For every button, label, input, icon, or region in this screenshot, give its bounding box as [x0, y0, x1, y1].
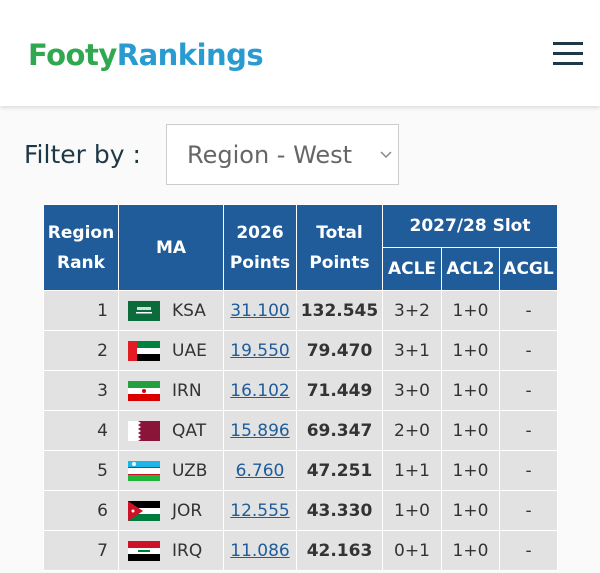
slot-cell: 1+0: [441, 530, 500, 571]
rank-cell: 7: [43, 530, 119, 571]
slot-cell: 1+0: [382, 490, 442, 531]
ma-name: IRN: [172, 380, 202, 401]
total-cell: 47.251: [296, 450, 383, 491]
column-subheader: ACGL: [498, 247, 559, 291]
column-subheader: ACLE: [382, 247, 442, 291]
region-select[interactable]: Region - West: [166, 124, 399, 185]
slot-cell: -: [498, 410, 559, 451]
points-link[interactable]: 15.896: [230, 420, 290, 441]
logo[interactable]: FootyRankings: [28, 38, 264, 72]
flag-icon: [128, 420, 160, 441]
points-link[interactable]: 11.086: [230, 540, 290, 561]
points-cell: 15.896: [223, 410, 297, 451]
table-row: 3 IRN 16.102 71.449 3+0 1+0-: [43, 370, 559, 411]
ma-name: QAT: [172, 420, 207, 441]
column-header: Total Points: [296, 204, 383, 291]
total-cell: 79.470: [296, 330, 383, 371]
points-cell: 11.086: [223, 530, 297, 571]
select-value: Region - West: [187, 141, 353, 169]
column-header: Region Rank: [43, 204, 119, 291]
table-row: 5 UZB 6.760 47.251 1+1 1+0-: [43, 450, 559, 491]
points-link[interactable]: 31.100: [230, 300, 290, 321]
ma-cell: KSA: [118, 290, 224, 331]
flag-icon: [128, 500, 160, 521]
logo-part: Footy: [28, 38, 117, 72]
slot-cell: 3+2: [382, 290, 442, 331]
points-cell: 12.555: [223, 490, 297, 531]
column-header: 2027/28 Slot: [381, 204, 559, 248]
ma-name: JOR: [172, 500, 203, 521]
points-cell: 6.760: [223, 450, 297, 491]
column-subheader: ACL2: [441, 247, 500, 291]
ma-name: IRQ: [172, 540, 203, 561]
slot-cell: 1+0: [441, 370, 500, 411]
ma-name: KSA: [172, 300, 206, 321]
slot-cell: 0+1: [382, 530, 442, 571]
ma-cell: IRN: [118, 370, 224, 411]
ma-name: UZB: [172, 460, 208, 481]
flag-icon: [128, 540, 160, 561]
slot-cell: 3+0: [382, 370, 442, 411]
points-link[interactable]: 12.555: [230, 500, 290, 521]
logo-part: Rankings: [116, 38, 264, 72]
points-link[interactable]: 16.102: [230, 380, 290, 401]
table-row: 1 KSA 31.100 132.545 3+2 1+0-: [43, 290, 559, 331]
ma-cell: QAT: [118, 410, 224, 451]
slot-cell: 2+0: [382, 410, 442, 451]
flag-icon: [128, 340, 160, 361]
slot-cell: 1+0: [441, 410, 500, 451]
column-header: MA: [118, 204, 224, 291]
slot-cell: -: [498, 530, 559, 571]
table-row: 7 IRQ 11.086 42.163 0+1 1+0-: [43, 530, 559, 571]
slot-cell: -: [498, 490, 559, 531]
slot-cell: -: [498, 330, 559, 371]
total-cell: 69.347: [296, 410, 383, 451]
points-cell: 31.100: [223, 290, 297, 331]
slot-cell: -: [498, 370, 559, 411]
rank-cell: 5: [43, 450, 119, 491]
points-link[interactable]: 19.550: [230, 340, 290, 361]
ma-cell: JOR: [118, 490, 224, 531]
rank-cell: 3: [43, 370, 119, 411]
slot-cell: 3+1: [382, 330, 442, 371]
rankings-table: Region Rank MA 2026 Points Total Points 2027…: [43, 204, 559, 571]
table-row: 4 QAT 15.896 69.347 2+0 1+0-: [43, 410, 559, 451]
slot-cell: 1+0: [441, 450, 500, 491]
filter-label: Filter by :: [24, 140, 141, 169]
flag-icon: [128, 380, 160, 401]
slot-cell: -: [498, 290, 559, 331]
menu-button[interactable]: [553, 42, 583, 66]
rank-cell: 1: [43, 290, 119, 331]
rank-cell: 6: [43, 490, 119, 531]
total-cell: 43.330: [296, 490, 383, 531]
total-cell: 71.449: [296, 370, 383, 411]
slot-cell: -: [498, 450, 559, 491]
ma-cell: UZB: [118, 450, 224, 491]
points-link[interactable]: 6.760: [235, 460, 285, 481]
ma-cell: IRQ: [118, 530, 224, 571]
flag-icon: [128, 460, 160, 481]
total-cell: 42.163: [296, 530, 383, 571]
rank-cell: 4: [43, 410, 119, 451]
slot-cell: 1+0: [441, 490, 500, 531]
slot-cell: 1+1: [382, 450, 442, 491]
slot-cell: 1+0: [441, 290, 500, 331]
table-row: 2 UAE 19.550 79.470 3+1 1+0-: [43, 330, 559, 371]
ma-cell: UAE: [118, 330, 224, 371]
total-cell: 132.545: [296, 290, 383, 331]
chevron: [380, 151, 392, 159]
table-row: 6 JOR 12.555 43.330 1+0 1+0-: [43, 490, 559, 531]
flag-icon: [128, 300, 160, 321]
slot-cell: 1+0: [441, 330, 500, 371]
column-header: 2026 Points: [223, 204, 297, 291]
points-cell: 16.102: [223, 370, 297, 411]
ma-name: UAE: [172, 340, 207, 361]
points-cell: 19.550: [223, 330, 297, 371]
rank-cell: 2: [43, 330, 119, 371]
header: FootyRankings: [0, 0, 600, 106]
